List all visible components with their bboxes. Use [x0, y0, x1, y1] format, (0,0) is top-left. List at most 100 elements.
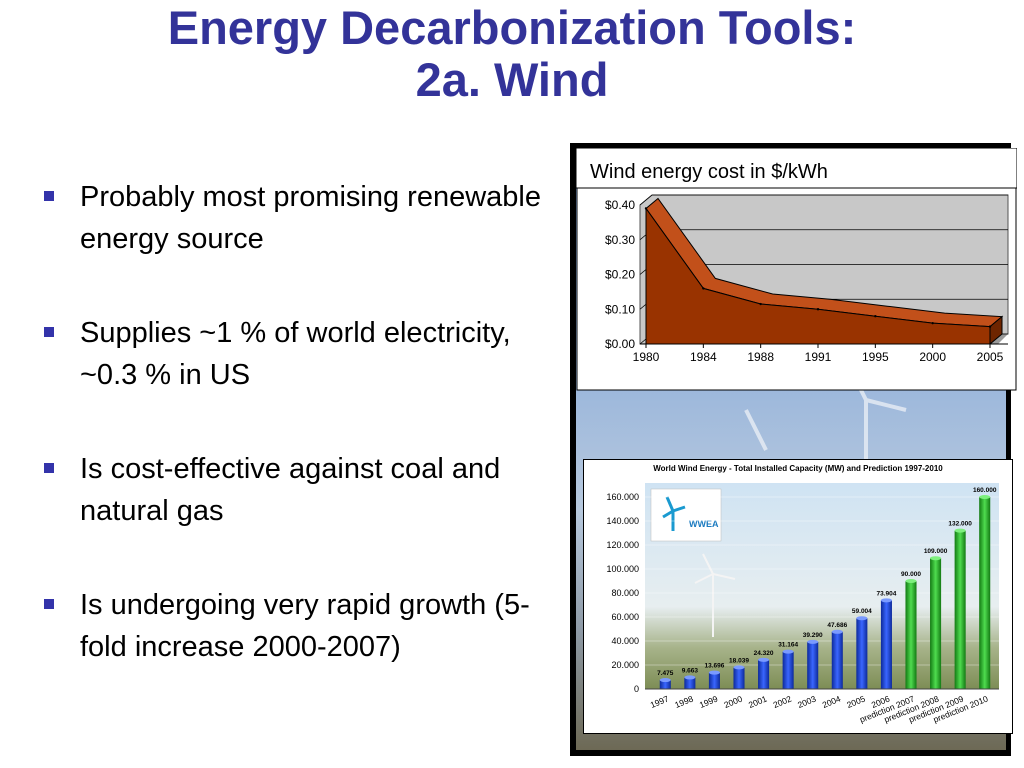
chart2-bar-value-label: 59.004: [852, 608, 872, 615]
chart2-y-tick-label: 0: [634, 684, 639, 694]
chart1-y-tick-label: $0.30: [605, 233, 635, 247]
chart2-bar: [807, 641, 819, 689]
chart2-bar: [782, 651, 794, 689]
slide-title-line2: 2a. Wind: [415, 53, 609, 106]
chart1-data-point: [759, 302, 762, 306]
chart2-bar: [733, 667, 745, 689]
square-bullet-icon: [44, 599, 54, 609]
chart2-bar: [880, 600, 892, 689]
chart1-x-tick-label: 1988: [747, 350, 774, 364]
chart2-bar-cap: [831, 629, 843, 634]
chart1-data-point: [702, 287, 705, 290]
bullet-text: Is cost-effective against coal and natur…: [80, 453, 501, 527]
chart1-data-point: [644, 207, 648, 210]
chart2-bar-value-label: 24.320: [754, 650, 774, 657]
world-wind-capacity-chart: World Wind Energy - Total Installed Capa…: [583, 459, 1013, 734]
chart2-bar-cap: [954, 528, 966, 533]
chart1-x-tick-label: 1980: [633, 350, 660, 364]
chart2-bar-cap: [856, 616, 868, 621]
chart2-bar-cap: [684, 675, 696, 680]
chart2-y-tick-label: 20.000: [611, 660, 639, 670]
bullet-text: Probably most promising renewable energy…: [80, 181, 541, 255]
wwea-logo-text: WWEA: [689, 519, 719, 529]
chart2-bar-cap: [782, 649, 794, 654]
chart2-bar: [831, 631, 843, 689]
chart2-bar: [856, 618, 868, 689]
background-turbine-icon: [694, 553, 736, 637]
chart2-y-tick-label: 40.000: [611, 636, 639, 646]
chart1-x-tick-label: 1991: [805, 350, 832, 364]
square-bullet-icon: [44, 327, 54, 337]
chart2-y-tick-label: 80.000: [611, 588, 639, 598]
bullet-item: Probably most promising renewable energy…: [40, 176, 560, 260]
chart2-bar-value-label: 47.686: [827, 622, 847, 629]
bullet-text: Is undergoing very rapid growth (5-fold …: [80, 589, 530, 663]
chart2-title: World Wind Energy - Total Installed Capa…: [653, 464, 943, 473]
chart2-y-tick-label: 120.000: [606, 540, 639, 550]
chart1-data-point: [988, 325, 992, 328]
chart2-bar-cap: [979, 495, 991, 499]
chart2-bar: [954, 530, 966, 689]
chart1-data-point: [816, 308, 820, 311]
chart1-gridline-diagonal: [639, 194, 653, 206]
slide-title-line1: Energy Decarbonization Tools:: [167, 1, 857, 54]
wwea-logo: [650, 488, 722, 542]
chart1-y-tick-label: $0.20: [605, 268, 635, 282]
wind-cost-chart: Wind energy cost in $/kWh $0.00 $0.10 $0.2…: [576, 148, 1017, 391]
chart2-bar-value-label: 9.663: [682, 667, 699, 674]
chart1-area-front: [645, 206, 991, 345]
chart2-y-tick-label: 140.000: [606, 516, 639, 526]
chart1-y-tick-label: $0.00: [605, 337, 635, 351]
chart2-bar: [684, 677, 696, 689]
bullet-item: Supplies ~1 % of world electricity, ~0.3…: [40, 312, 560, 396]
bullet-item: Is undergoing very rapid growth (5-fold …: [40, 584, 560, 668]
chart2-bar-value-label: 73.904: [876, 590, 896, 597]
chart1-x-tick-label: 1995: [862, 350, 889, 364]
chart2-bar: [758, 659, 770, 689]
chart2-bar-cap: [807, 639, 819, 644]
chart2-y-axis: 0 20.000 40.000 60.000 80.000 100.000 120.000 1…: [606, 492, 639, 694]
chart2-bar-cap: [733, 665, 745, 670]
square-bullet-icon: [44, 463, 54, 473]
chart2-bar-value-label: 109.000: [924, 548, 948, 555]
chart1-data-point: [874, 315, 877, 318]
chart2-bar-series: 7.475 9.663 13.696 18.039 24.320 31.164 39.290…: [657, 487, 997, 689]
chart1-x-tick-label: 1984: [690, 350, 717, 364]
chart2-bar-cap: [880, 598, 892, 603]
chart1-data-point: [931, 321, 934, 325]
chart2-bar-value-label: 90.000: [901, 571, 921, 578]
square-bullet-icon: [44, 191, 54, 201]
chart2-bar: [659, 680, 671, 689]
chart1-x-tick-label: 2000: [919, 350, 946, 364]
chart2-bar-cap: [758, 657, 770, 662]
chart2-bar-cap: [905, 579, 917, 583]
chart2-bar-value-label: 39.290: [803, 632, 823, 639]
bullet-text: Supplies ~1 % of world electricity, ~0.3…: [80, 317, 511, 391]
bullet-item: Is cost-effective against coal and natur…: [40, 448, 560, 532]
chart2-bar: [708, 672, 720, 689]
chart2-bar: [905, 581, 917, 689]
chart1-y-tick-label: $0.40: [605, 198, 635, 212]
chart2-bar-value-label: 132.000: [948, 521, 972, 528]
chart2-bar-cap: [930, 556, 942, 561]
chart2-bar: [930, 558, 942, 689]
chart1-title-box: [576, 148, 1017, 189]
chart2-bar: [979, 497, 991, 689]
chart1-area-series: [644, 197, 1004, 346]
chart1-y-tick-label: $0.10: [605, 302, 635, 316]
chart2-bar-cap: [708, 670, 720, 675]
chart1-title: Wind energy cost in $/kWh: [590, 161, 828, 183]
chart2-y-tick-label: 100.000: [606, 564, 639, 574]
chart1-x-axis: 1980 1984 1988 1991 1995 2000 2005: [633, 344, 1004, 364]
slide-title: Energy Decarbonization Tools: 2a. Wind: [0, 2, 1024, 106]
chart2-bar-value-label: 18.039: [729, 657, 749, 664]
chart2-y-tick-label: 60.000: [611, 612, 639, 622]
chart2-bar-cap: [659, 678, 671, 683]
bullet-list: Probably most promising renewable energy…: [40, 176, 560, 720]
chart2-bar-value-label: 7.475: [657, 670, 674, 677]
chart2-bar-value-label: 160.000: [973, 487, 997, 494]
chart2-bar-value-label: 31.164: [778, 642, 798, 649]
chart1-x-tick-label: 2005: [977, 350, 1004, 364]
chart2-y-tick-label: 160.000: [606, 492, 639, 502]
chart1-y-axis: $0.00 $0.10 $0.20 $0.30 $0.40: [605, 198, 635, 351]
